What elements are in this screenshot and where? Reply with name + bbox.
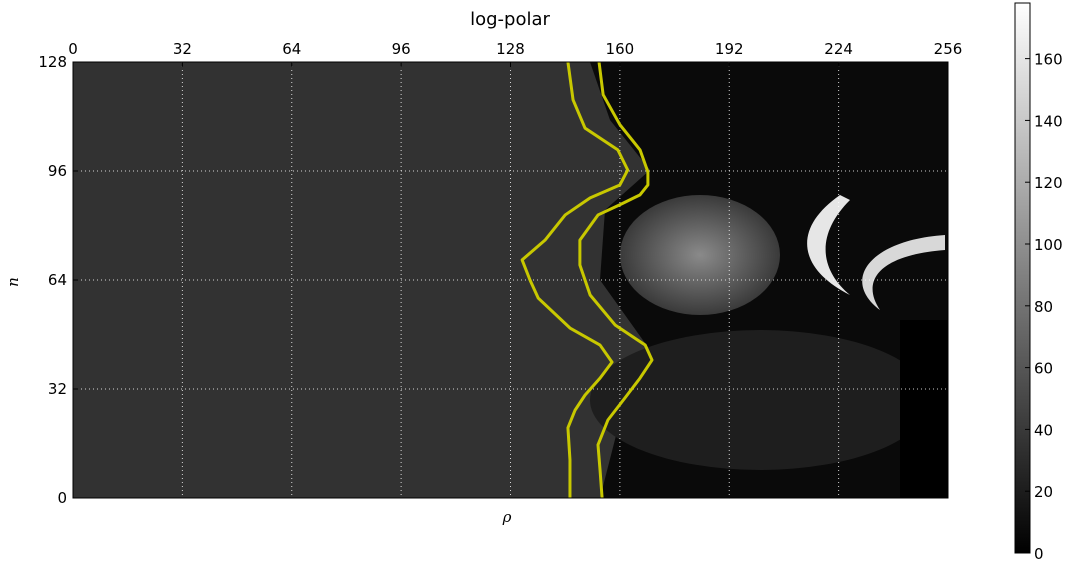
colorbar-tick-label: 40 bbox=[1034, 421, 1053, 439]
colorbar bbox=[1014, 2, 1031, 554]
x-tick-label: 192 bbox=[715, 40, 744, 58]
colorbar-tick-label: 80 bbox=[1034, 298, 1053, 316]
colorbar-tick-label: 140 bbox=[1034, 112, 1063, 130]
y-tick-label: 64 bbox=[48, 271, 67, 289]
x-tick-label: 256 bbox=[934, 40, 963, 58]
colorbar-tick-label: 20 bbox=[1034, 483, 1053, 501]
x-tick-label: 160 bbox=[606, 40, 635, 58]
contour-line bbox=[578, 61, 654, 499]
y-tick-label: 128 bbox=[38, 53, 67, 71]
contours bbox=[520, 61, 654, 499]
colorbar-tick-label: 100 bbox=[1034, 236, 1063, 254]
x-tick-label: 64 bbox=[282, 40, 301, 58]
image bbox=[73, 62, 948, 498]
x-tick-label: 224 bbox=[824, 40, 853, 58]
colorbar-tick-label: 60 bbox=[1034, 360, 1053, 378]
x-axis-label: ρ bbox=[502, 508, 512, 526]
x-tick-label: 0 bbox=[68, 40, 78, 58]
colorbar-tick-label: 160 bbox=[1034, 51, 1063, 69]
colorbar-tick-label: 0 bbox=[1034, 545, 1044, 563]
x-tick-label: 32 bbox=[173, 40, 192, 58]
colorbar-ticks: 0 20 40 60 80 100 120 140 160 bbox=[1025, 51, 1063, 563]
x-tick-label: 96 bbox=[392, 40, 411, 58]
x-tick-label: 128 bbox=[496, 40, 525, 58]
y-tick-label: 96 bbox=[48, 162, 67, 180]
y-tick-label: 32 bbox=[48, 380, 67, 398]
y-tick-label: 0 bbox=[57, 489, 67, 507]
y-axis-label: n bbox=[4, 277, 22, 287]
chart-title: log-polar bbox=[470, 9, 550, 30]
colorbar-tick-label: 120 bbox=[1034, 174, 1063, 192]
contour-line bbox=[520, 61, 630, 498]
